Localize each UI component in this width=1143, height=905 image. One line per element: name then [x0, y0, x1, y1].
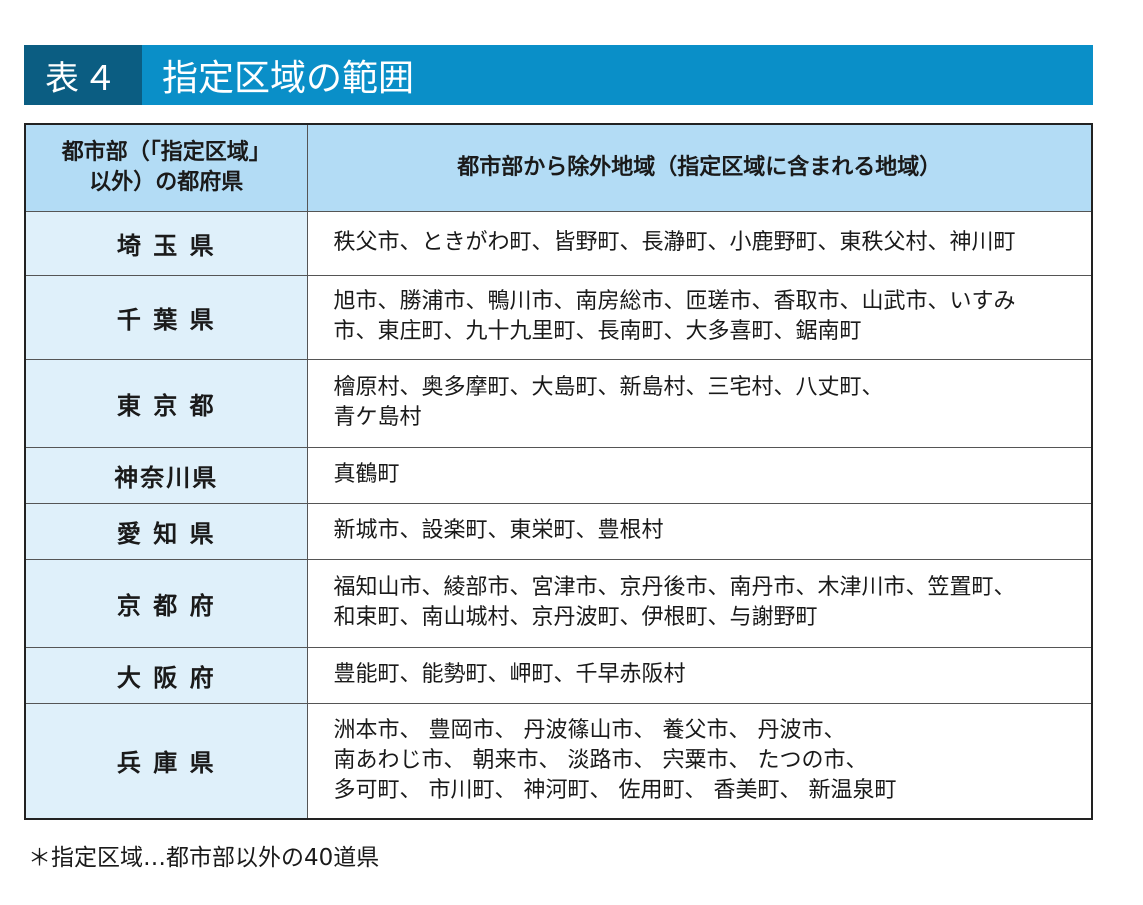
area-line: 南あわじ市、 朝来市、 淡路市、 宍粟市、 たつの市、 — [333, 747, 868, 773]
table-title: 指定区域の範囲 — [162, 58, 415, 99]
table-header-row: 都市部（「指定区域」 以外）の都府県 都市部から除外地域（指定区域に含まれる地域… — [24, 123, 1093, 212]
excluded-areas-cell: 福知山市、綾部市、宮津市、京丹後市、南丹市、木津川市、笠置町、 和束町、南山城村、… — [306, 558, 1093, 648]
prefecture-cell: 兵 庫 県 — [24, 702, 308, 820]
area-line: 檜原村、奥多摩町、大島町、新島村、三宅村、八丈町、 — [333, 375, 884, 400]
excluded-areas-cell: 豊能町、能勢町、岬町、千早赤阪村 — [306, 646, 1093, 704]
header-prefecture: 都市部（「指定区域」 以外）の都府県 — [24, 123, 308, 212]
prefecture-cell: 埼 玉 県 — [24, 210, 308, 276]
area-line: 和束町、南山城村、京丹波町、伊根町、与謝野町 — [333, 605, 818, 630]
area-line: 福知山市、綾部市、宮津市、京丹後市、南丹市、木津川市、笠置町、 — [333, 575, 1016, 600]
area-line: 旭市、勝浦市、鴨川市、南房総市、匝瑳市、香取市、山武市、いすみ — [333, 289, 1016, 314]
excluded-areas-cell: 洲本市、 豊岡市、 丹波篠山市、 養父市、 丹波市、 南あわじ市、 朝来市、 淡路… — [306, 702, 1093, 820]
excluded-areas-cell: 檜原村、奥多摩町、大島町、新島村、三宅村、八丈町、 青ケ島村 — [306, 358, 1093, 448]
area-line: 洲本市、 豊岡市、 丹波篠山市、 養父市、 丹波市、 — [333, 717, 846, 743]
area-line: 新城市、設楽町、東栄町、豊根村 — [333, 518, 664, 543]
prefecture-cell: 千 葉 県 — [24, 274, 308, 360]
header-line: 以外）の都府県 — [89, 169, 244, 195]
header-excluded-areas: 都市部から除外地域（指定区域に含まれる地域） — [306, 123, 1093, 212]
area-line: 多可町、 市川町、 神河町、 佐用町、 香美町、 新温泉町 — [333, 777, 897, 803]
table-number: 表４ — [24, 45, 142, 105]
prefecture-cell: 京 都 府 — [24, 558, 308, 648]
area-line: 青ケ島村 — [333, 405, 422, 430]
table-title-bar: 表４ 指定区域の範囲 — [24, 45, 1093, 105]
table-row: 千 葉 県旭市、勝浦市、鴨川市、南房総市、匝瑳市、香取市、山武市、いすみ 市、東庄… — [24, 274, 1093, 360]
excluded-areas-cell: 旭市、勝浦市、鴨川市、南房総市、匝瑳市、香取市、山武市、いすみ 市、東庄町、九十九… — [306, 274, 1093, 360]
table-row: 埼 玉 県秩父市、ときがわ町、皆野町、長瀞町、小鹿野町、東秩父村、神川町 — [24, 210, 1093, 276]
area-line: 秩父市、ときがわ町、皆野町、長瀞町、小鹿野町、東秩父村、神川町 — [333, 230, 1016, 255]
excluded-areas-cell: 新城市、設楽町、東栄町、豊根村 — [306, 502, 1093, 560]
header-line: 都市部（「指定区域」 — [61, 139, 271, 165]
excluded-areas-cell: 秩父市、ときがわ町、皆野町、長瀞町、小鹿野町、東秩父村、神川町 — [306, 210, 1093, 276]
prefecture-cell: 愛 知 県 — [24, 502, 308, 560]
prefecture-cell: 神奈川県 — [24, 446, 308, 504]
table-row: 兵 庫 県洲本市、 豊岡市、 丹波篠山市、 養父市、 丹波市、 南あわじ市、 朝来… — [24, 702, 1093, 820]
area-line: 真鶴町 — [333, 462, 400, 487]
area-line: 豊能町、能勢町、岬町、千早赤阪村 — [333, 662, 686, 687]
table-row: 大 阪 府豊能町、能勢町、岬町、千早赤阪村 — [24, 646, 1093, 704]
table-row: 東 京 都檜原村、奥多摩町、大島町、新島村、三宅村、八丈町、 青ケ島村 — [24, 358, 1093, 448]
designated-area-table: 都市部（「指定区域」 以外）の都府県 都市部から除外地域（指定区域に含まれる地域… — [24, 123, 1093, 820]
table-row: 京 都 府福知山市、綾部市、宮津市、京丹後市、南丹市、木津川市、笠置町、 和束町、… — [24, 558, 1093, 648]
prefecture-cell: 大 阪 府 — [24, 646, 308, 704]
table-row: 神奈川県 真鶴町 — [24, 446, 1093, 504]
prefecture-cell: 東 京 都 — [24, 358, 308, 448]
footnote: ＊指定区域…都市部以外の40道県 — [28, 845, 380, 871]
area-line: 市、東庄町、九十九里町、長南町、大多喜町、鋸南町 — [333, 319, 862, 344]
excluded-areas-cell: 真鶴町 — [306, 446, 1093, 504]
table-row: 愛 知 県新城市、設楽町、東栄町、豊根村 — [24, 502, 1093, 560]
